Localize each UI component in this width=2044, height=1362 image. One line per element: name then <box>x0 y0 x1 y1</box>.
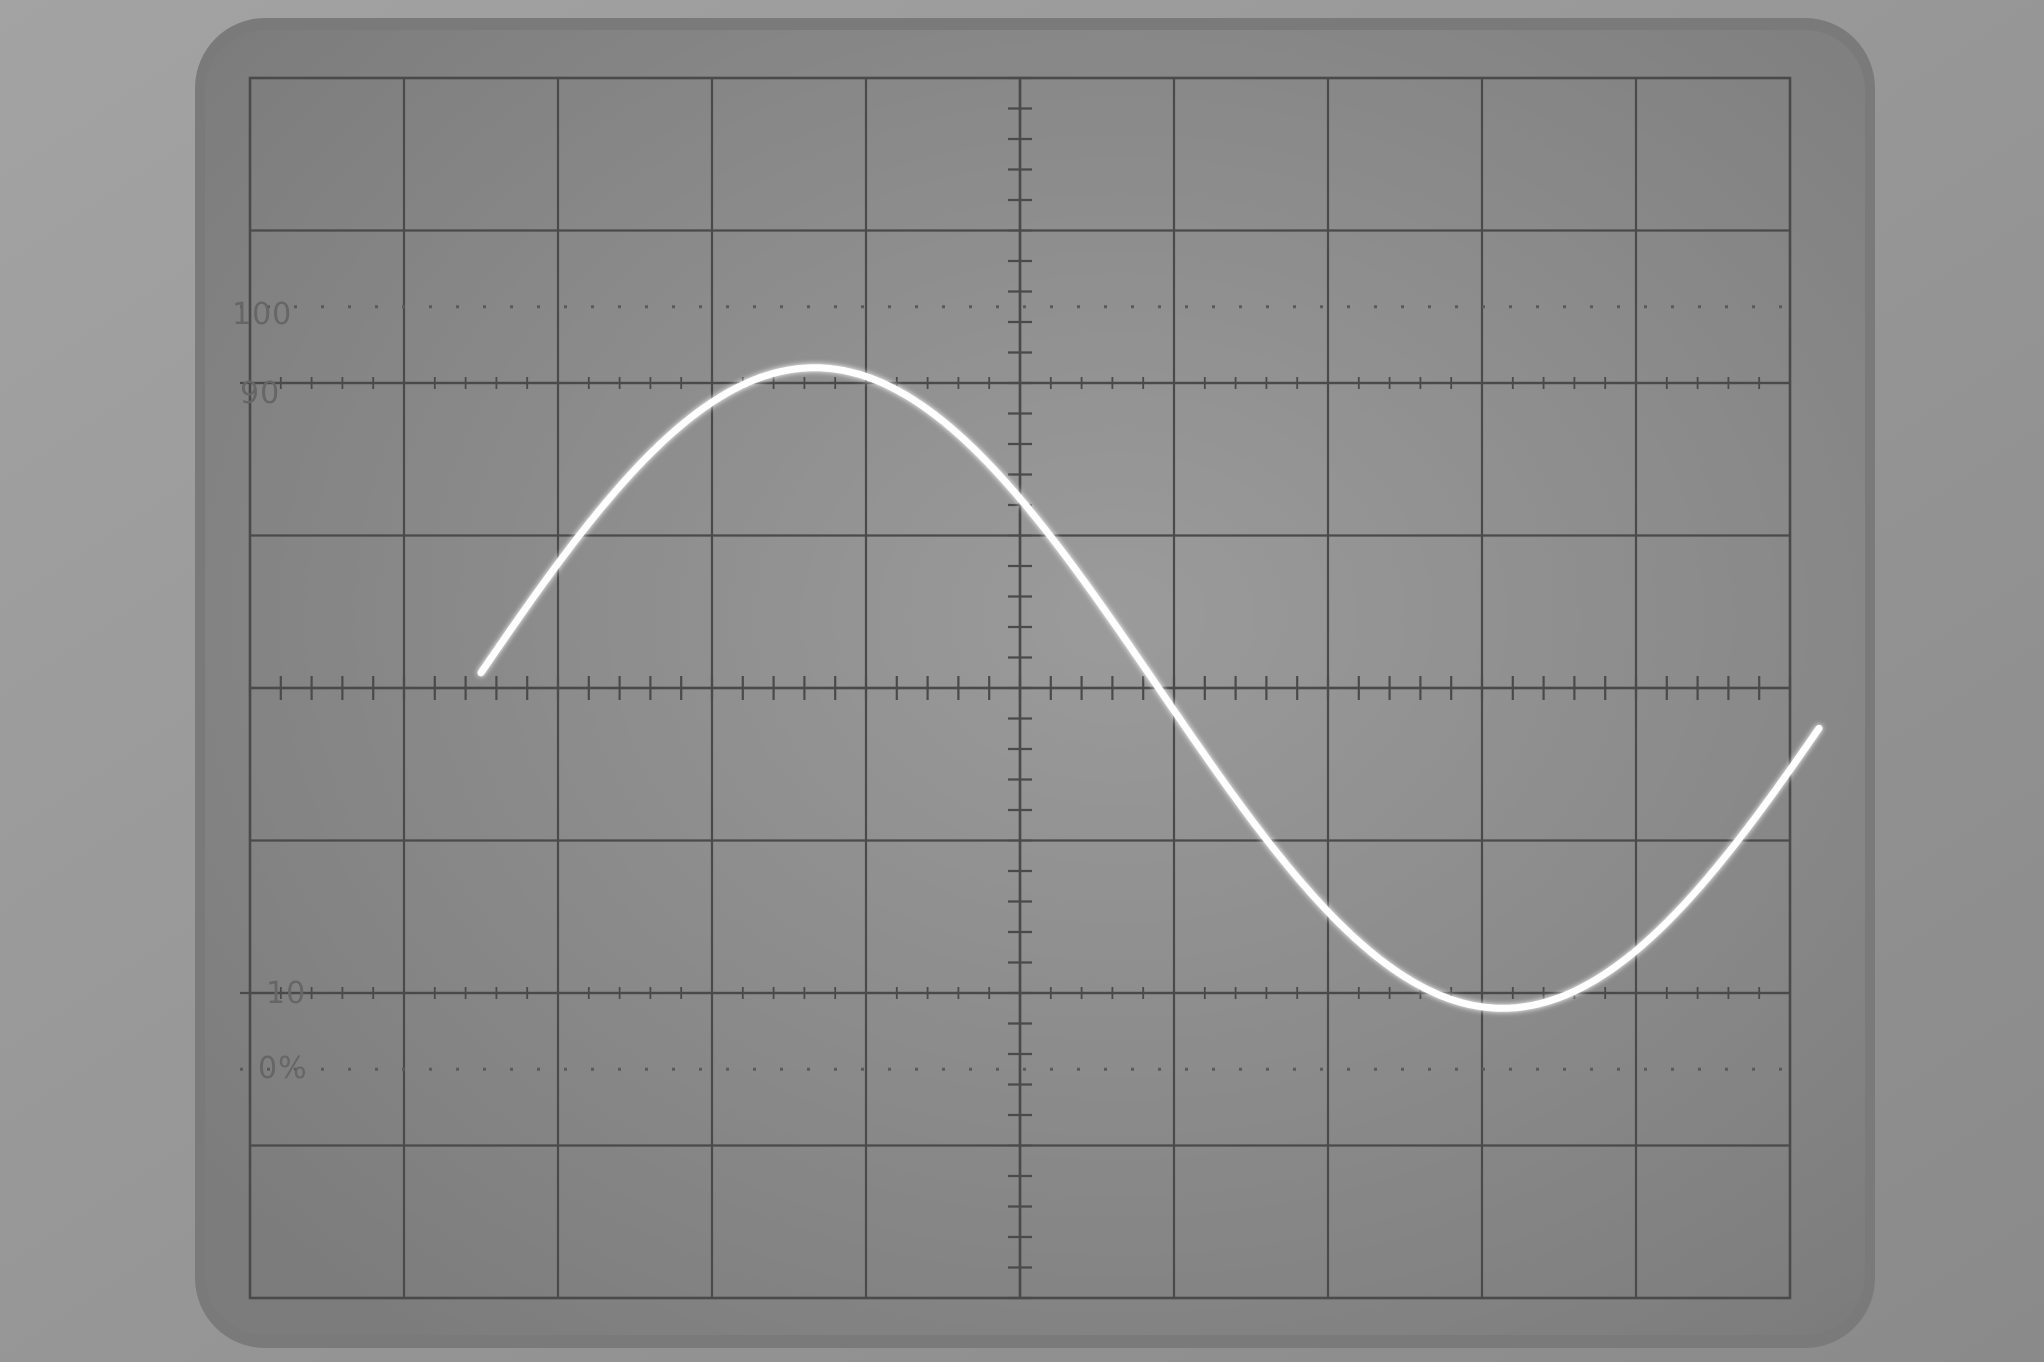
sine-wave-trace <box>477 364 1823 1012</box>
scale-label-90: 90 <box>240 376 280 411</box>
scale-label-10: 10 <box>266 976 306 1011</box>
scale-label-100: 100 <box>232 297 292 332</box>
graticule-minor-ticks <box>248 76 1792 1300</box>
scale-label-0-percent: 0% <box>258 1051 308 1086</box>
crt-screen <box>205 30 1865 1335</box>
